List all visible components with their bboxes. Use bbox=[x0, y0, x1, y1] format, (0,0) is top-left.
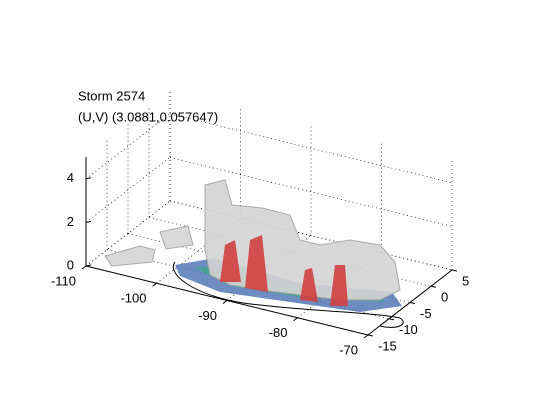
y-tick-label: 5 bbox=[462, 273, 469, 288]
grid-line bbox=[85, 157, 171, 223]
y-tick-label: -15 bbox=[378, 338, 397, 353]
x-tick-label: -110 bbox=[51, 273, 76, 288]
surface-peak bbox=[330, 265, 348, 306]
z-tick bbox=[85, 220, 92, 223]
surface-piece bbox=[159, 225, 194, 250]
grid-line bbox=[148, 216, 432, 287]
surface-peak bbox=[245, 235, 268, 292]
grid-line bbox=[85, 113, 171, 180]
x-tick-label: -100 bbox=[120, 291, 146, 306]
storm-track bbox=[172, 261, 404, 328]
surface bbox=[104, 179, 404, 328]
grid-line bbox=[169, 157, 453, 227]
x-tick bbox=[222, 300, 228, 304]
chart-subtitle: (U,V) (3.0881,0.057647) bbox=[78, 109, 218, 124]
x-tick bbox=[363, 334, 369, 339]
grid-line bbox=[85, 200, 171, 267]
y-tick-label: 0 bbox=[441, 290, 448, 305]
y-tick bbox=[451, 269, 458, 272]
x-tick-label: -80 bbox=[269, 325, 288, 340]
x-tick bbox=[152, 282, 157, 287]
y-tick bbox=[388, 318, 395, 321]
z-tick-label: 2 bbox=[67, 214, 74, 229]
x-tick-label: -70 bbox=[339, 342, 358, 357]
grid-line bbox=[169, 113, 453, 184]
y-tick-label: -5 bbox=[420, 306, 432, 321]
y-tick-label: -10 bbox=[399, 322, 418, 337]
x-tick bbox=[81, 265, 87, 270]
grid-line bbox=[106, 249, 390, 320]
x-tick bbox=[293, 317, 298, 322]
z-tick-label: 4 bbox=[67, 170, 74, 185]
x-tick-label: -90 bbox=[198, 308, 217, 323]
surface-peak bbox=[300, 268, 318, 302]
z-tick bbox=[85, 177, 92, 180]
y-tick bbox=[409, 302, 416, 304]
y-tick bbox=[367, 334, 374, 337]
z-tick-label: 0 bbox=[67, 257, 74, 272]
y-tick bbox=[430, 285, 437, 288]
chart-title: Storm 2574 bbox=[78, 88, 145, 103]
z-tick bbox=[85, 264, 92, 267]
surface-peak bbox=[220, 240, 241, 282]
surface-piece bbox=[104, 245, 156, 267]
